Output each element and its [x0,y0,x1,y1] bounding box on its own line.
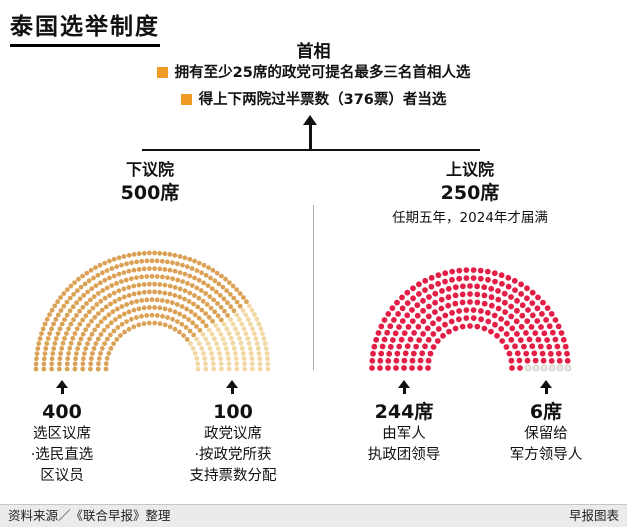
lower-house-header: 下议院 500席 [55,159,245,206]
upper-annotation-reserved: 6席 保留给 军方领导人 [486,401,606,466]
lower-annotation-party-list: 100 政党议席 ·按政党所获 支持票数分配 [173,401,293,487]
upper-house-seats: 250席 [440,182,500,204]
annotation-desc: 军方领导人 [509,447,583,463]
pm-heading: 首相 [296,42,331,62]
upper-house-parliament-chart [369,267,572,372]
annotation-desc: 执政团领导 [367,447,441,463]
annotation-title: 政党议席 [204,426,262,442]
bullet-square-icon [156,67,168,78]
annotation-value: 244席 [374,401,434,423]
lower-house-parliament-chart [33,250,271,372]
page-title: 泰国选举制度 [10,7,160,47]
lower-house-seats: 500席 [120,182,180,204]
arrow-stem [308,125,312,150]
annotation-arrow-icon [56,380,68,394]
lower-annotation-constituency: 400 选区议席 ·选民直选 区议员 [2,401,122,487]
upper-annotation-military: 244席 由军人 执政团领导 [344,401,464,466]
annotation-value: 6席 [529,401,563,423]
annotation-desc: 支持票数分配 [189,468,277,484]
upper-house-name: 上议院 [445,160,494,179]
pm-bullet-1: 拥有至少25席的政党可提名最多三名首相人选 [0,61,627,82]
annotation-title: 选区议席 [33,426,91,442]
arrow-stem [60,388,64,394]
arrow-head [540,380,552,388]
annotation-desc: 区议员 [40,468,84,484]
annotation-desc: ·按政党所获 [194,447,272,463]
upper-house-term-note: 任期五年，2024年才届满 [392,210,548,226]
upper-house-header: 上议院 250席 任期五年，2024年才届满 [355,159,585,228]
annotation-value: 400 [42,401,82,423]
annotation-arrow-icon [226,380,238,394]
pm-bullet-2: 得上下两院过半票数（376票）者当选 [0,88,627,109]
arrow-head [56,380,68,388]
pm-bullet-2-text: 得上下两院过半票数（376票）者当选 [198,92,447,108]
arrow-stem [230,388,234,394]
annotation-arrow-icon [540,380,552,394]
pm-bullet-1-text: 拥有至少25席的政党可提名最多三名首相人选 [174,65,471,81]
arrow-head [226,380,238,388]
annotation-value: 100 [213,401,253,423]
arrow-stem [402,388,406,394]
up-arrow-icon [303,115,317,150]
bullet-square-icon [180,94,192,105]
annotation-desc: 由军人 [382,426,426,442]
annotation-desc: ·选民直选 [30,447,94,463]
section-divider [313,205,314,370]
footer-source: 资料来源／《联合早报》整理 [8,508,171,523]
annotation-arrow-icon [398,380,410,394]
annotation-desc: 保留给 [524,426,568,442]
lower-house-name: 下议院 [125,160,174,179]
arrow-head [303,115,317,125]
arrow-stem [544,388,548,394]
footer-credit: 早报图表 [568,508,619,523]
arrow-head [398,380,410,388]
connector-line [142,149,480,151]
footer: 资料来源／《联合早报》整理 早报图表 [0,504,627,527]
